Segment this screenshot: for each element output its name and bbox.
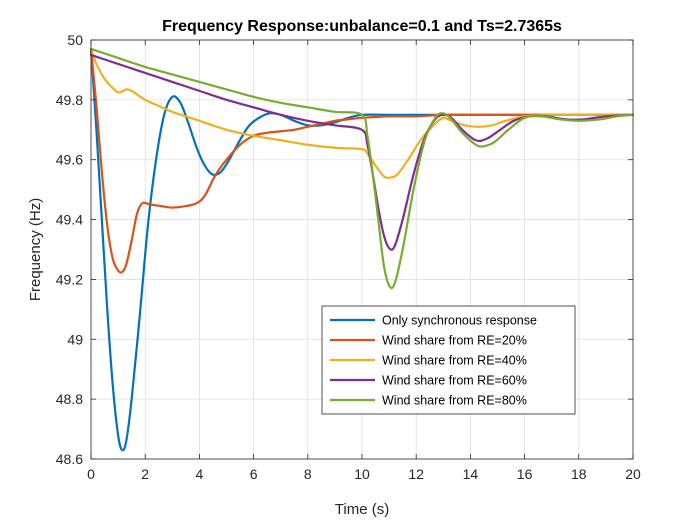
- x-tick-label: 14: [463, 466, 479, 482]
- x-tick-label: 16: [517, 466, 533, 482]
- legend-label-4: Wind share from RE=80%: [382, 394, 527, 408]
- x-tick-label: 12: [408, 466, 424, 482]
- chart-title: Frequency Response:unbalance=0.1 and Ts=…: [162, 18, 562, 35]
- y-tick-label: 49.8: [56, 92, 83, 108]
- legend-label-3: Wind share from RE=60%: [382, 374, 527, 388]
- x-tick-label: 18: [571, 466, 587, 482]
- x-tick-label: 2: [141, 466, 149, 482]
- x-tick-label: 10: [354, 466, 370, 482]
- series-line-3: [89, 53, 635, 251]
- x-axis-label: Time (s): [335, 501, 389, 518]
- legend-label-2: Wind share from RE=40%: [382, 354, 527, 368]
- y-tick-label: 48.6: [56, 451, 83, 467]
- x-tick-label: 20: [625, 466, 641, 482]
- x-tick-label: 8: [304, 466, 312, 482]
- x-tick-label: 0: [87, 466, 95, 482]
- legend: Only synchronous response Wind share from…: [321, 305, 576, 415]
- x-tick-label: 4: [196, 466, 204, 482]
- legend-label-1: Wind share from RE=20%: [382, 334, 527, 348]
- series-line-1: [89, 47, 635, 274]
- axis-ticks: 0 2 4 6 8 10 12 14 16 18 20 48.6 48.8 49 49.2 49.4 49.6 4…: [56, 32, 641, 482]
- y-tick-label: 49: [67, 331, 83, 347]
- series-line-2: [89, 47, 635, 179]
- y-tick-label: 49.6: [56, 152, 83, 168]
- series-line-4: [89, 47, 635, 290]
- y-tick-label: 49.4: [56, 212, 83, 228]
- series-lines: [89, 47, 635, 452]
- y-tick-label: 48.8: [56, 391, 83, 407]
- y-axis-label: Frequency (Hz): [27, 198, 44, 301]
- y-tick-label: 49.2: [56, 271, 83, 287]
- legend-label-0: Only synchronous response: [382, 314, 537, 328]
- x-tick-label: 6: [250, 466, 258, 482]
- y-tick-label: 50: [67, 32, 83, 48]
